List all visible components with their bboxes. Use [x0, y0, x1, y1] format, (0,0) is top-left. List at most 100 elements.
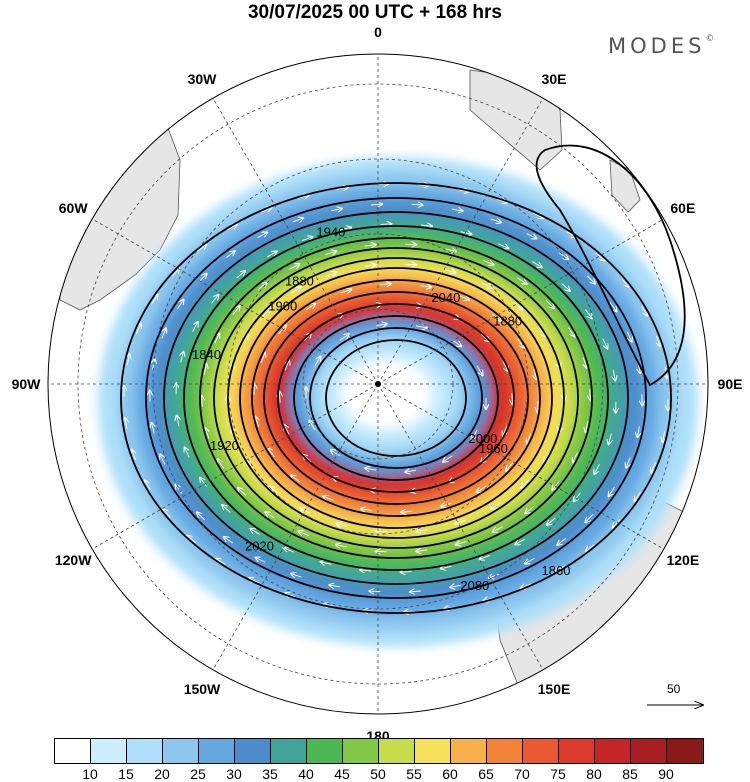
map-disc: [48, 54, 708, 714]
wind-arrow: [309, 421, 316, 431]
longitude-label: 120W: [55, 552, 92, 568]
color-bar-box: [595, 739, 631, 763]
color-bar-box: [127, 739, 163, 763]
wind-arrow: [457, 190, 469, 192]
wind-arrow: [472, 429, 478, 439]
wind-arrow: [609, 302, 616, 311]
height-contours: [120, 182, 672, 614]
longitude-labels: 0 30E 60E 90E 120E 150E 180 150W 120W 90W 60W 30W: [12, 24, 743, 740]
longitude-label: 90E: [718, 376, 743, 392]
wind-arrow: [261, 208, 271, 213]
color-bar-label: 65: [478, 766, 494, 782]
longitude-label: 0: [374, 24, 382, 40]
wind-arrow: [125, 418, 127, 429]
contour-value-label: 1900: [268, 299, 297, 314]
wind-arrow: [151, 295, 158, 305]
wind-arrow: [503, 425, 507, 436]
wind-arrow: [521, 583, 531, 589]
color-bar-box: [343, 739, 379, 763]
wind-arrow: [289, 264, 300, 270]
color-bar-label: 80: [586, 766, 602, 782]
longitude-label: 60W: [59, 200, 89, 216]
wind-arrow: [262, 308, 271, 317]
meridian-line: [377, 218, 664, 385]
contour-value-label: 1960: [479, 441, 508, 456]
wind-arrow: [197, 512, 206, 521]
color-bar-label: 30: [226, 766, 242, 782]
wind-arrow: [269, 487, 279, 494]
wind-arrow: [417, 185, 429, 186]
wind-arrow: [227, 224, 237, 231]
meridian-line: [92, 218, 379, 385]
wind-arrow: [483, 598, 495, 601]
wind-arrow: [512, 393, 513, 404]
modes-logo: MODES©: [608, 34, 714, 58]
height-contour: [239, 267, 553, 529]
color-bar-box: [199, 739, 235, 763]
wind-arrow: [416, 530, 428, 532]
wind-arrow: [380, 224, 391, 225]
meridian-line: [92, 383, 379, 550]
wind-arrow: [325, 272, 336, 276]
contour-2080-africa: [535, 144, 686, 387]
wind-arrow: [590, 389, 591, 400]
height-contour: [263, 291, 529, 505]
wind-arrow: [476, 365, 483, 375]
color-bar-box: [55, 739, 91, 763]
color-bar-box: [415, 739, 451, 763]
color-bar-label: 10: [82, 766, 98, 782]
wind-arrow: [420, 225, 432, 226]
wind-arrow: [456, 542, 467, 545]
wind-arrow: [379, 284, 391, 285]
color-bar-box: [631, 739, 667, 763]
wind-arrow: [369, 591, 381, 592]
wind-arrow: [517, 338, 525, 348]
wind-arrow: [331, 209, 342, 211]
color-bar-label: 40: [298, 766, 314, 782]
color-bar-box: [235, 739, 271, 763]
wind-arrow: [177, 300, 183, 310]
color-bar-label: 60: [442, 766, 458, 782]
wind-arrow: [525, 506, 535, 513]
wind-arrow: [594, 464, 600, 474]
wind-arrow: [222, 505, 231, 513]
meridian-line: [377, 383, 664, 550]
wind-arrow: [364, 245, 376, 246]
wind-arrow: [325, 251, 337, 254]
wind-arrow: [192, 322, 198, 332]
wind-arrow: [216, 559, 226, 565]
wind-arrow: [445, 249, 456, 251]
wind-arrow: [285, 360, 289, 371]
meridian-line: [377, 98, 544, 385]
color-bar-box: [91, 739, 127, 763]
wind-arrow: [340, 289, 351, 293]
wind-arrow: [574, 492, 581, 502]
wind-arrow: [329, 585, 341, 587]
wind-arrow: [132, 450, 136, 461]
wind-arrow: [538, 327, 546, 337]
wind-arrow: [401, 572, 412, 573]
wind-arrow: [586, 544, 595, 551]
meridian-line: [212, 98, 379, 385]
wind-arrow: [305, 304, 315, 311]
wind-arrow: [496, 199, 507, 202]
wind-arrow: [545, 300, 554, 309]
wind-arrow: [241, 334, 247, 344]
wind-arrow: [443, 455, 453, 462]
wind-arrow: [371, 204, 382, 205]
contour-value-label: 2020: [245, 538, 274, 553]
wind-arrow: [162, 328, 166, 339]
wind-arrow: [267, 251, 277, 258]
wind-arrow: [544, 452, 551, 462]
wind-arrow: [331, 450, 341, 457]
color-bar-label: 45: [334, 766, 350, 782]
brand-name: MODES: [608, 34, 706, 58]
contour-value-label: 2000: [468, 431, 497, 446]
wind-arrow: [533, 212, 543, 218]
wind-arrow: [626, 457, 630, 468]
wind-arrow: [278, 325, 286, 334]
wind-arrow: [291, 287, 301, 294]
wind-arrow: [405, 470, 417, 472]
wind-arrow: [555, 565, 565, 572]
wind-arrow: [479, 555, 490, 559]
